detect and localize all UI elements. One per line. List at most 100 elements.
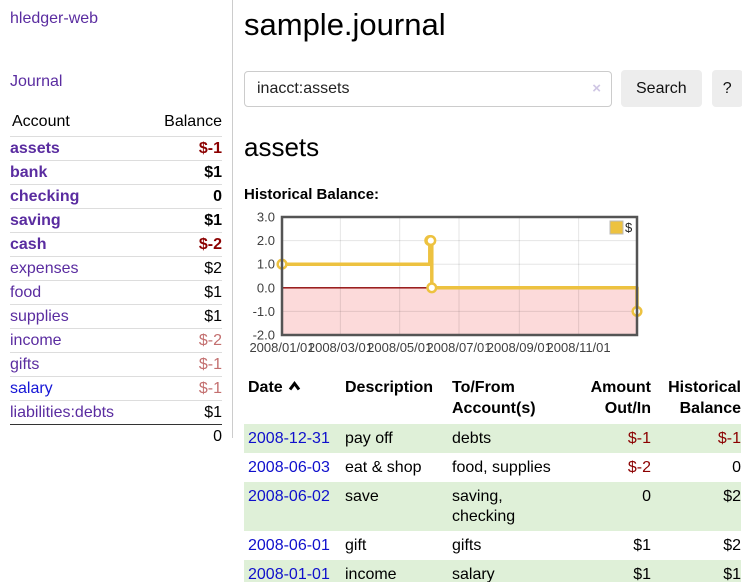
- transaction-amount: $-2: [627, 458, 651, 476]
- account-link[interactable]: food: [10, 283, 42, 301]
- account-link[interactable]: cash: [10, 235, 47, 253]
- search-form: × Search ?: [244, 70, 742, 107]
- transaction-date-link[interactable]: 2008-12-31: [248, 429, 330, 447]
- transaction-description: pay off: [345, 429, 393, 447]
- transaction-description: eat & shop: [345, 458, 422, 476]
- svg-text:2008/03/01: 2008/03/01: [308, 340, 373, 355]
- account-link[interactable]: expenses: [10, 259, 79, 277]
- account-balance: $-2: [198, 235, 222, 253]
- transaction-amount: 0: [642, 487, 651, 505]
- transaction-date-link[interactable]: 2008-06-03: [248, 458, 330, 476]
- account-link[interactable]: bank: [10, 163, 48, 181]
- account-row: bank $1: [10, 160, 222, 185]
- account-link[interactable]: supplies: [10, 307, 69, 325]
- account-row: checking 0: [10, 184, 222, 209]
- register-header-accounts: To/From Account(s): [452, 379, 536, 417]
- account-balance: $1: [204, 211, 222, 229]
- accounts-header-balance: Balance: [164, 113, 222, 130]
- account-row: food $1: [10, 280, 222, 305]
- account-link[interactable]: income: [10, 331, 62, 349]
- search-help-button[interactable]: ?: [711, 70, 742, 107]
- transaction-row: 2008-06-01 gift gifts $1 $2: [244, 531, 741, 560]
- svg-text:2008/11/01: 2008/11/01: [547, 340, 611, 355]
- svg-text:2008/07/01: 2008/07/01: [426, 340, 491, 355]
- svg-text:2.0: 2.0: [257, 233, 275, 248]
- transaction-date-link[interactable]: 2008-06-01: [248, 536, 330, 554]
- accounts-table: Account Balance assets $-1 bank $1 checking 0…: [10, 110, 222, 448]
- transaction-accounts: food, supplies: [452, 458, 551, 476]
- account-balance: $2: [204, 259, 222, 277]
- account-link[interactable]: saving: [10, 211, 61, 229]
- svg-text:2008/09/01: 2008/09/01: [487, 340, 552, 355]
- register-header-date-label: Date: [248, 379, 283, 396]
- register-header-date[interactable]: Date: [244, 375, 341, 424]
- account-heading: assets: [244, 132, 320, 162]
- svg-text:3.0: 3.0: [257, 212, 275, 225]
- chevron-up-icon: [288, 377, 301, 398]
- transaction-date-link[interactable]: 2008-06-02: [248, 487, 330, 505]
- accounts-header-row: Account Balance: [10, 110, 222, 137]
- account-link[interactable]: assets: [10, 139, 60, 157]
- register-header-description: Description: [345, 379, 434, 396]
- sidebar: hledger-web Journal Account Balance asse…: [0, 0, 233, 445]
- register-header-row: Date Description To/From Account(s) Amou…: [244, 375, 741, 424]
- account-balance: 0: [213, 187, 222, 205]
- account-row: salary $-1: [10, 376, 222, 401]
- svg-text:2008/05/01: 2008/05/01: [367, 340, 432, 355]
- transaction-balance: $2: [723, 536, 741, 554]
- account-balance: $-1: [198, 355, 222, 373]
- chart-canvas: 3.0 2.0 1.0 0.0 -1.0 -2.02008/01/012008/03/01…: [249, 212, 643, 355]
- transaction-description: income: [345, 565, 397, 582]
- svg-text:-1.0: -1.0: [253, 304, 275, 319]
- transaction-description: gift: [345, 536, 367, 554]
- sidebar-nav: Journal: [10, 73, 222, 91]
- register-table: Date Description To/From Account(s) Amou…: [244, 375, 741, 582]
- clear-search-icon[interactable]: ×: [592, 79, 601, 97]
- account-balance: $-1: [198, 139, 222, 157]
- app-brand-link[interactable]: hledger-web: [10, 10, 99, 27]
- svg-text:$: $: [625, 220, 633, 235]
- account-row: cash $-2: [10, 232, 222, 257]
- transaction-balance: $1: [723, 565, 741, 582]
- search-input[interactable]: [244, 70, 612, 107]
- transaction-balance: $-1: [717, 429, 741, 447]
- account-link[interactable]: liabilities:debts: [10, 403, 115, 421]
- transaction-balance: $2: [723, 487, 741, 505]
- account-row: gifts $-1: [10, 352, 222, 377]
- transaction-description: save: [345, 487, 379, 505]
- transaction-row: 2008-06-02 save saving, checking 0 $2: [244, 482, 741, 531]
- search-button[interactable]: Search: [621, 70, 702, 107]
- account-link[interactable]: checking: [10, 187, 80, 205]
- transaction-accounts: debts: [452, 429, 492, 447]
- accounts-header-account: Account: [12, 113, 70, 130]
- transaction-row: 2008-12-31 pay off debts $-1 $-1: [244, 424, 741, 453]
- register-header-balance: Historical Balance: [668, 379, 741, 417]
- historical-balance-chart: 3.0 2.0 1.0 0.0 -1.0 -2.0 2008/01/01 2008/03/01…: [244, 212, 742, 360]
- account-row: liabilities:debts $1: [10, 400, 222, 425]
- account-balance: $1: [204, 283, 222, 301]
- svg-text:2008/01/01: 2008/01/01: [249, 340, 314, 355]
- transaction-balance: 0: [732, 458, 741, 476]
- accounts-total-row: 0: [10, 424, 222, 449]
- svg-text:1.0: 1.0: [257, 257, 275, 272]
- account-row: supplies $1: [10, 304, 222, 329]
- transaction-accounts: saving, checking: [452, 487, 516, 525]
- account-balance: $1: [204, 403, 222, 421]
- account-link[interactable]: salary: [10, 379, 53, 397]
- main-content: sample.journal × Search ? assets Histori…: [233, 0, 742, 582]
- search-input-wrap: ×: [244, 70, 612, 107]
- account-balance: $1: [204, 307, 222, 325]
- transaction-amount: $1: [633, 536, 651, 554]
- account-row: expenses $2: [10, 256, 222, 281]
- chart-heading: Historical Balance:: [244, 186, 380, 203]
- account-link[interactable]: gifts: [10, 355, 40, 373]
- transaction-accounts: gifts: [452, 536, 482, 554]
- accounts-total: 0: [213, 427, 222, 445]
- sidebar-item-journal[interactable]: Journal: [10, 73, 63, 90]
- svg-text:-2.0: -2.0: [253, 328, 275, 343]
- transaction-date-link[interactable]: 2008-01-01: [248, 565, 330, 582]
- transaction-amount: $-1: [627, 429, 651, 447]
- account-row: saving $1: [10, 208, 222, 233]
- account-balance: $-1: [198, 379, 222, 397]
